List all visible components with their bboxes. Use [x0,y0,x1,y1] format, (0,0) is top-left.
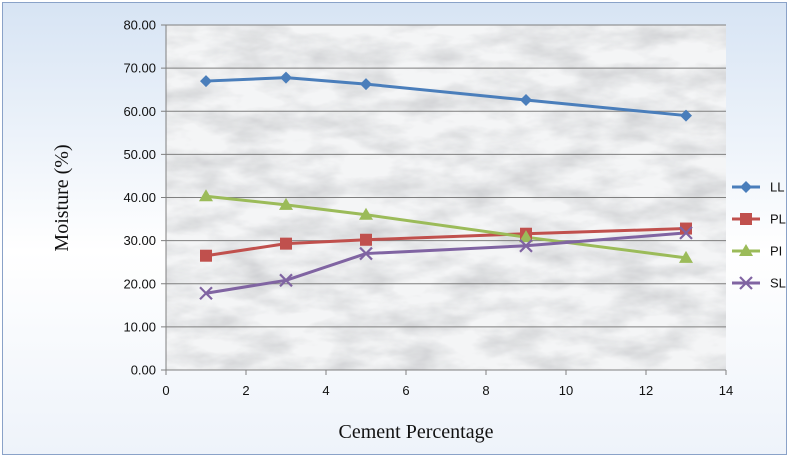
data-point-sl [519,239,533,253]
x-tick-label: 8 [482,383,489,398]
y-axis-ticks: 0.00 10.00 20.00 30.00 40.00 50.00 60.00 70.00 8… [123,18,166,378]
y-tick-label: 70.00 [123,61,156,76]
legend-marker-sl [739,276,753,290]
data-point-pi [359,207,373,220]
x-tick-label: 2 [242,383,249,398]
x-tick-label: 10 [559,383,573,398]
data-point-ll [520,94,532,107]
data-point-pi [279,197,293,210]
x-tick-label: 6 [402,383,409,398]
y-tick-label: 60.00 [123,104,156,119]
data-point-sl [279,273,293,288]
legend-marker-pi [739,244,753,256]
x-axis-ticks: 0 2 4 6 8 10 12 14 [162,370,733,398]
data-point-pi [679,250,693,263]
data-point-pl [200,249,212,262]
legend-marker-ll [740,181,752,193]
x-tick-label: 12 [639,383,653,398]
data-point-sl [679,226,693,240]
y-tick-label: 20.00 [123,276,156,291]
x-tick-label: 4 [322,383,329,398]
data-point-ll [680,109,692,122]
data-point-pl [680,222,692,235]
data-point-ll [360,78,372,91]
legend-label-pl: PL [770,212,786,227]
series-markers [199,71,693,301]
legend-marker-pl [740,213,752,225]
y-tick-label: 40.00 [123,190,156,205]
data-point-ll [200,75,212,88]
x-axis-title: Cement Percentage [339,421,494,443]
y-tick-label: 80.00 [123,18,156,33]
y-tick-label: 0.00 [131,363,156,378]
data-point-sl [199,286,213,301]
data-point-pi [519,230,533,243]
legend-label-pi: PI [770,244,782,259]
legend-label-sl: SL [770,276,786,291]
data-point-pi [199,189,213,202]
y-tick-label: 30.00 [123,233,156,248]
x-tick-label: 14 [719,383,733,398]
x-tick-label: 0 [162,383,169,398]
y-tick-label: 50.00 [123,147,156,162]
y-axis-title: Moisture (%) [51,144,73,251]
data-point-sl [359,246,373,261]
y-tick-label: 10.00 [123,319,156,334]
legend: LL PL PI SL [732,180,786,291]
data-point-pl [280,237,292,250]
data-point-ll [280,71,292,84]
legend-label-ll: LL [770,180,784,195]
data-point-pl [360,233,372,246]
